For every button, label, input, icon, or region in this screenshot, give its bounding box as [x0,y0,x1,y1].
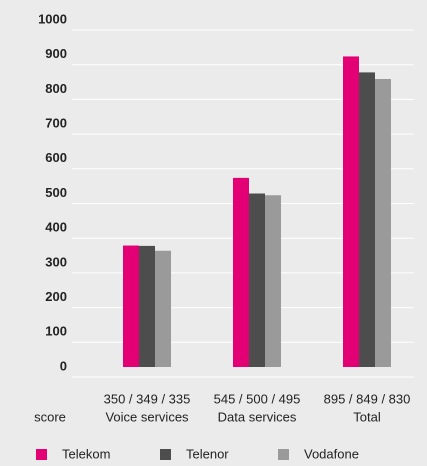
y-tick-label: 200 [45,289,67,304]
bar [375,78,391,368]
y-tick-label: 500 [45,185,67,200]
bar [155,250,171,367]
group-value-label: 545 / 500 / 495 [214,391,301,406]
bar [233,177,249,367]
legend-label: Telenor [186,446,229,461]
group-value-label: 895 / 849 / 830 [324,391,411,406]
y-tick-label: 700 [45,116,67,131]
x-tick-label: Total [353,409,381,424]
bar [343,56,359,368]
y-axis-label: score [34,409,66,424]
y-tick-label: 800 [45,81,67,96]
y-tick-label: 900 [45,46,67,61]
bar [139,245,155,367]
group-value-label: 350 / 349 / 335 [104,391,191,406]
y-tick-label: 600 [45,150,67,165]
y-tick-label: 300 [45,254,67,269]
legend-swatch [36,449,47,460]
y-tick-label: 100 [45,324,67,339]
bar [123,245,139,367]
bar [265,195,281,367]
legend-swatch [278,449,289,460]
legend-label: Telekom [62,446,110,461]
bar [359,72,375,367]
y-tick-label: 400 [45,220,67,235]
bar [249,193,265,367]
x-tick-label: Voice services [105,409,189,424]
y-tick-label: 1000 [38,11,67,26]
legend-swatch [160,449,171,460]
x-tick-label: Data services [218,409,297,424]
y-tick-label: 0 [60,358,67,373]
legend-label: Vodafone [304,446,359,461]
